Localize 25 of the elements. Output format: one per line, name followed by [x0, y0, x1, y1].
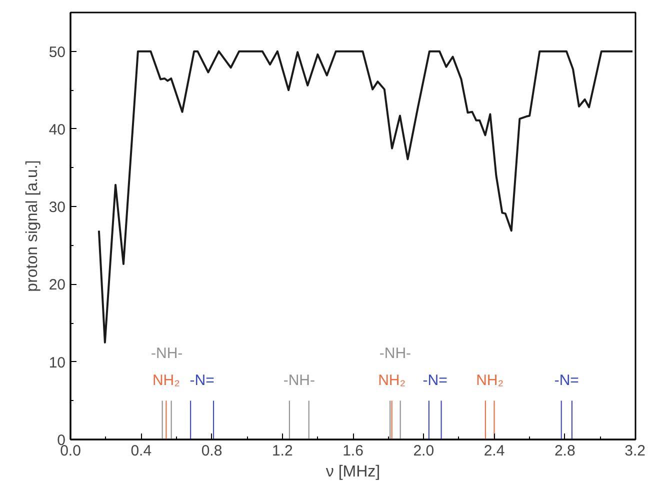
series-label: NH₂ — [476, 372, 504, 389]
y-tick-label: 50 — [48, 44, 66, 61]
series-label: -N= — [554, 372, 580, 389]
y-tick-label: 40 — [48, 121, 66, 138]
x-tick-label: 3.2 — [624, 442, 646, 460]
series-label: NH₂ — [378, 372, 406, 389]
series-label: -N= — [190, 372, 215, 389]
line-series — [98, 50, 634, 344]
series-label: -N= — [422, 372, 448, 389]
x-tick-label: 2.4 — [484, 442, 505, 460]
y-tick-label: 30 — [48, 199, 66, 216]
y-tick-label: 20 — [48, 276, 66, 294]
y-axis-title: proton signal [a.u.] — [24, 160, 41, 292]
x-tick-label: 2.0 — [413, 442, 434, 460]
x-tick-label: 1.2 — [272, 442, 293, 460]
series-label: -NH- — [283, 372, 315, 389]
x-tick-label: 0.8 — [201, 442, 222, 460]
x-axis-title: ν [MHz] — [326, 464, 380, 480]
x-tick-label: 1.6 — [342, 442, 364, 460]
text: -NH- — [379, 344, 412, 362]
series-label: NH₂ — [152, 372, 180, 389]
x-tick-label: 0.4 — [130, 442, 152, 460]
x-tick-label: 2.8 — [554, 442, 576, 460]
text: -NH- — [150, 344, 183, 362]
y-tick-label: 10 — [48, 354, 66, 372]
